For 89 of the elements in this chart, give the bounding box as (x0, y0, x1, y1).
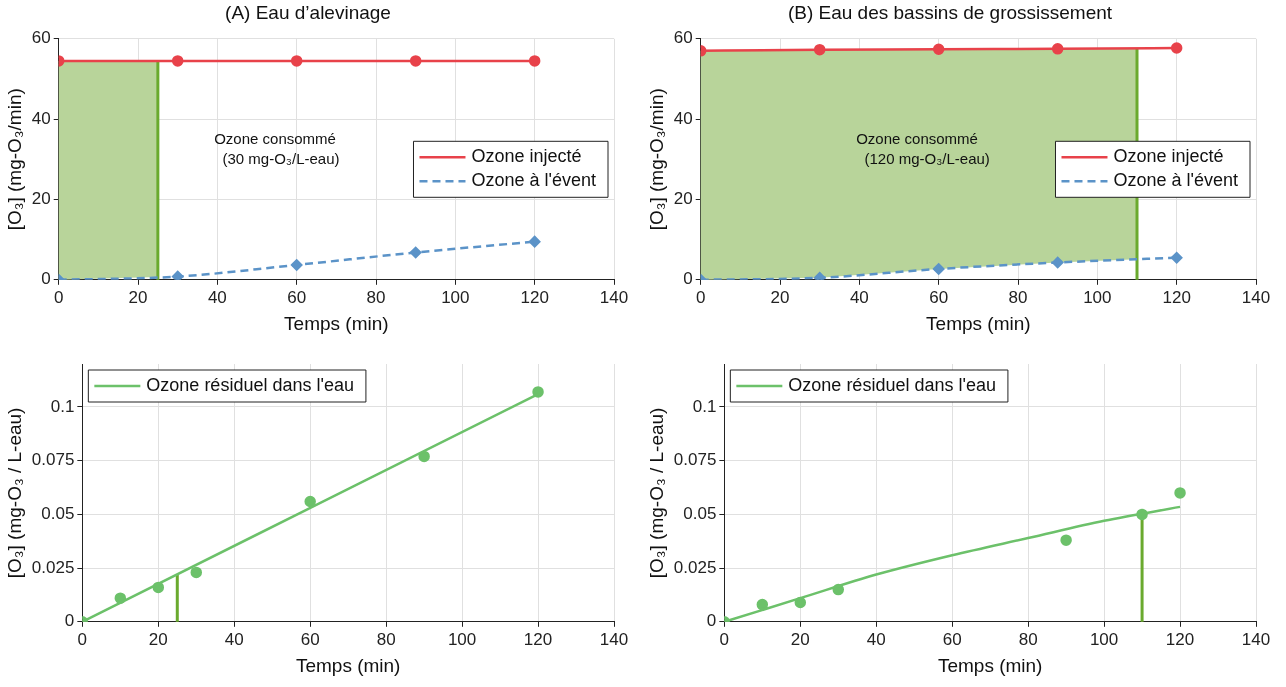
x-tick-label: 20 (770, 287, 790, 307)
y-tick-label: 40 (31, 108, 51, 128)
point (171, 55, 184, 67)
x-tick-label: 20 (128, 287, 148, 307)
legend-label: Ozone injecté (1113, 146, 1224, 167)
y-tick-label: 40 (673, 108, 693, 128)
x-axis-title: Temps (min) (926, 312, 1031, 334)
x-tick-label: 60 (942, 629, 962, 649)
x-tick-label: 140 (1241, 287, 1271, 307)
y-tick-label: 20 (31, 189, 51, 209)
point (756, 598, 769, 611)
y-tick-label: 0 (64, 611, 75, 631)
y-tick-label: 0.025 (31, 557, 75, 577)
point (1060, 534, 1072, 546)
legend-label: Ozone injecté (471, 146, 582, 167)
x-tick-label: 0 (719, 629, 730, 649)
point (1170, 42, 1183, 54)
x-tick-label: 60 (929, 287, 949, 307)
x-tick-label: 60 (300, 629, 320, 649)
y-tick-label: 60 (31, 28, 51, 48)
x-tick-label: 100 (441, 287, 470, 307)
x-tick-label: 80 (376, 629, 396, 649)
y-tick-label: 0.1 (50, 396, 75, 416)
x-tick-label: 20 (790, 629, 810, 649)
line-series (724, 505, 1182, 622)
x-tick-label: 80 (1008, 287, 1028, 307)
x-tick-label: 120 (1162, 287, 1191, 307)
x-tick-label: 80 (366, 287, 386, 307)
legend-label: Ozone à l'évent (471, 170, 596, 191)
x-tick-label: 100 (1089, 629, 1119, 649)
y-tick-label: 0.075 (31, 450, 75, 470)
x-tick-label: 140 (599, 629, 629, 649)
point (304, 495, 316, 508)
y-tick-label: 0.025 (673, 557, 717, 577)
y-tick-label: 0.05 (683, 504, 717, 524)
x-tick-label: 40 (849, 287, 869, 307)
x-tick-label: 80 (1018, 629, 1038, 649)
legend-label: Ozone résiduel dans l'eau (146, 374, 354, 395)
point (190, 566, 203, 579)
y-tick-label: 60 (673, 28, 693, 48)
x-axis-title: Temps (min) (284, 312, 389, 334)
y-tick-label: 0.1 (692, 396, 717, 416)
point (1170, 251, 1183, 264)
annotation: Ozone consommé (30 mg-O₃/L-eau) (214, 130, 340, 168)
x-axis-title: Temps (min) (295, 654, 401, 676)
x-tick-label: 120 (520, 287, 549, 307)
point (532, 386, 544, 398)
x-tick-label: 60 (287, 287, 307, 307)
y-tick-label: 0.075 (673, 450, 717, 470)
y-axis-title: [O₃] (mg-O₃ / L-eau) (3, 407, 25, 579)
y-tick-label: 0 (41, 269, 51, 289)
y-axis-title: [O₃] (mg-O₃/min) (3, 88, 25, 231)
point (418, 450, 430, 463)
point (932, 263, 945, 275)
point (290, 259, 303, 271)
y-axis-title: [O₃] (mg-O₃/min) (645, 88, 667, 231)
annotation: Ozone consommé (120 mg-O₃/L-eau) (856, 130, 990, 168)
point (528, 235, 541, 248)
legend-label: Ozone résiduel dans l'eau (788, 374, 996, 395)
chart-title: (A) Eau d’alevinage (225, 1, 391, 23)
x-tick-label: 120 (1165, 629, 1195, 649)
x-tick-label: 40 (224, 629, 244, 649)
x-tick-label: 140 (1241, 629, 1271, 649)
point (171, 270, 184, 280)
x-tick-label: 140 (599, 287, 629, 307)
point (813, 43, 826, 56)
chart-title: (B) Eau des bassins de grossissement (787, 1, 1113, 23)
legend-label: Ozone à l'évent (1113, 170, 1238, 191)
point (1174, 487, 1186, 499)
point (1051, 256, 1064, 269)
x-tick-label: 100 (447, 629, 477, 649)
x-tick-label: 100 (1083, 287, 1112, 307)
point (290, 55, 303, 67)
x-tick-label: 20 (148, 629, 168, 649)
y-axis-title: [O₃] (mg-O₃ / L-eau) (645, 407, 667, 579)
x-tick-label: 0 (77, 629, 88, 649)
point (528, 55, 541, 67)
y-tick-label: 20 (673, 189, 693, 209)
x-tick-label: 40 (207, 287, 227, 307)
x-axis-title: Temps (min) (937, 654, 1043, 676)
y-tick-label: 0.05 (41, 504, 75, 524)
point (1051, 43, 1064, 55)
y-tick-label: 0 (683, 269, 693, 289)
x-tick-label: 120 (523, 629, 553, 649)
point (409, 55, 422, 67)
x-tick-label: 40 (866, 629, 886, 649)
point (409, 246, 422, 259)
y-tick-label: 0 (706, 611, 717, 631)
point (932, 43, 945, 55)
